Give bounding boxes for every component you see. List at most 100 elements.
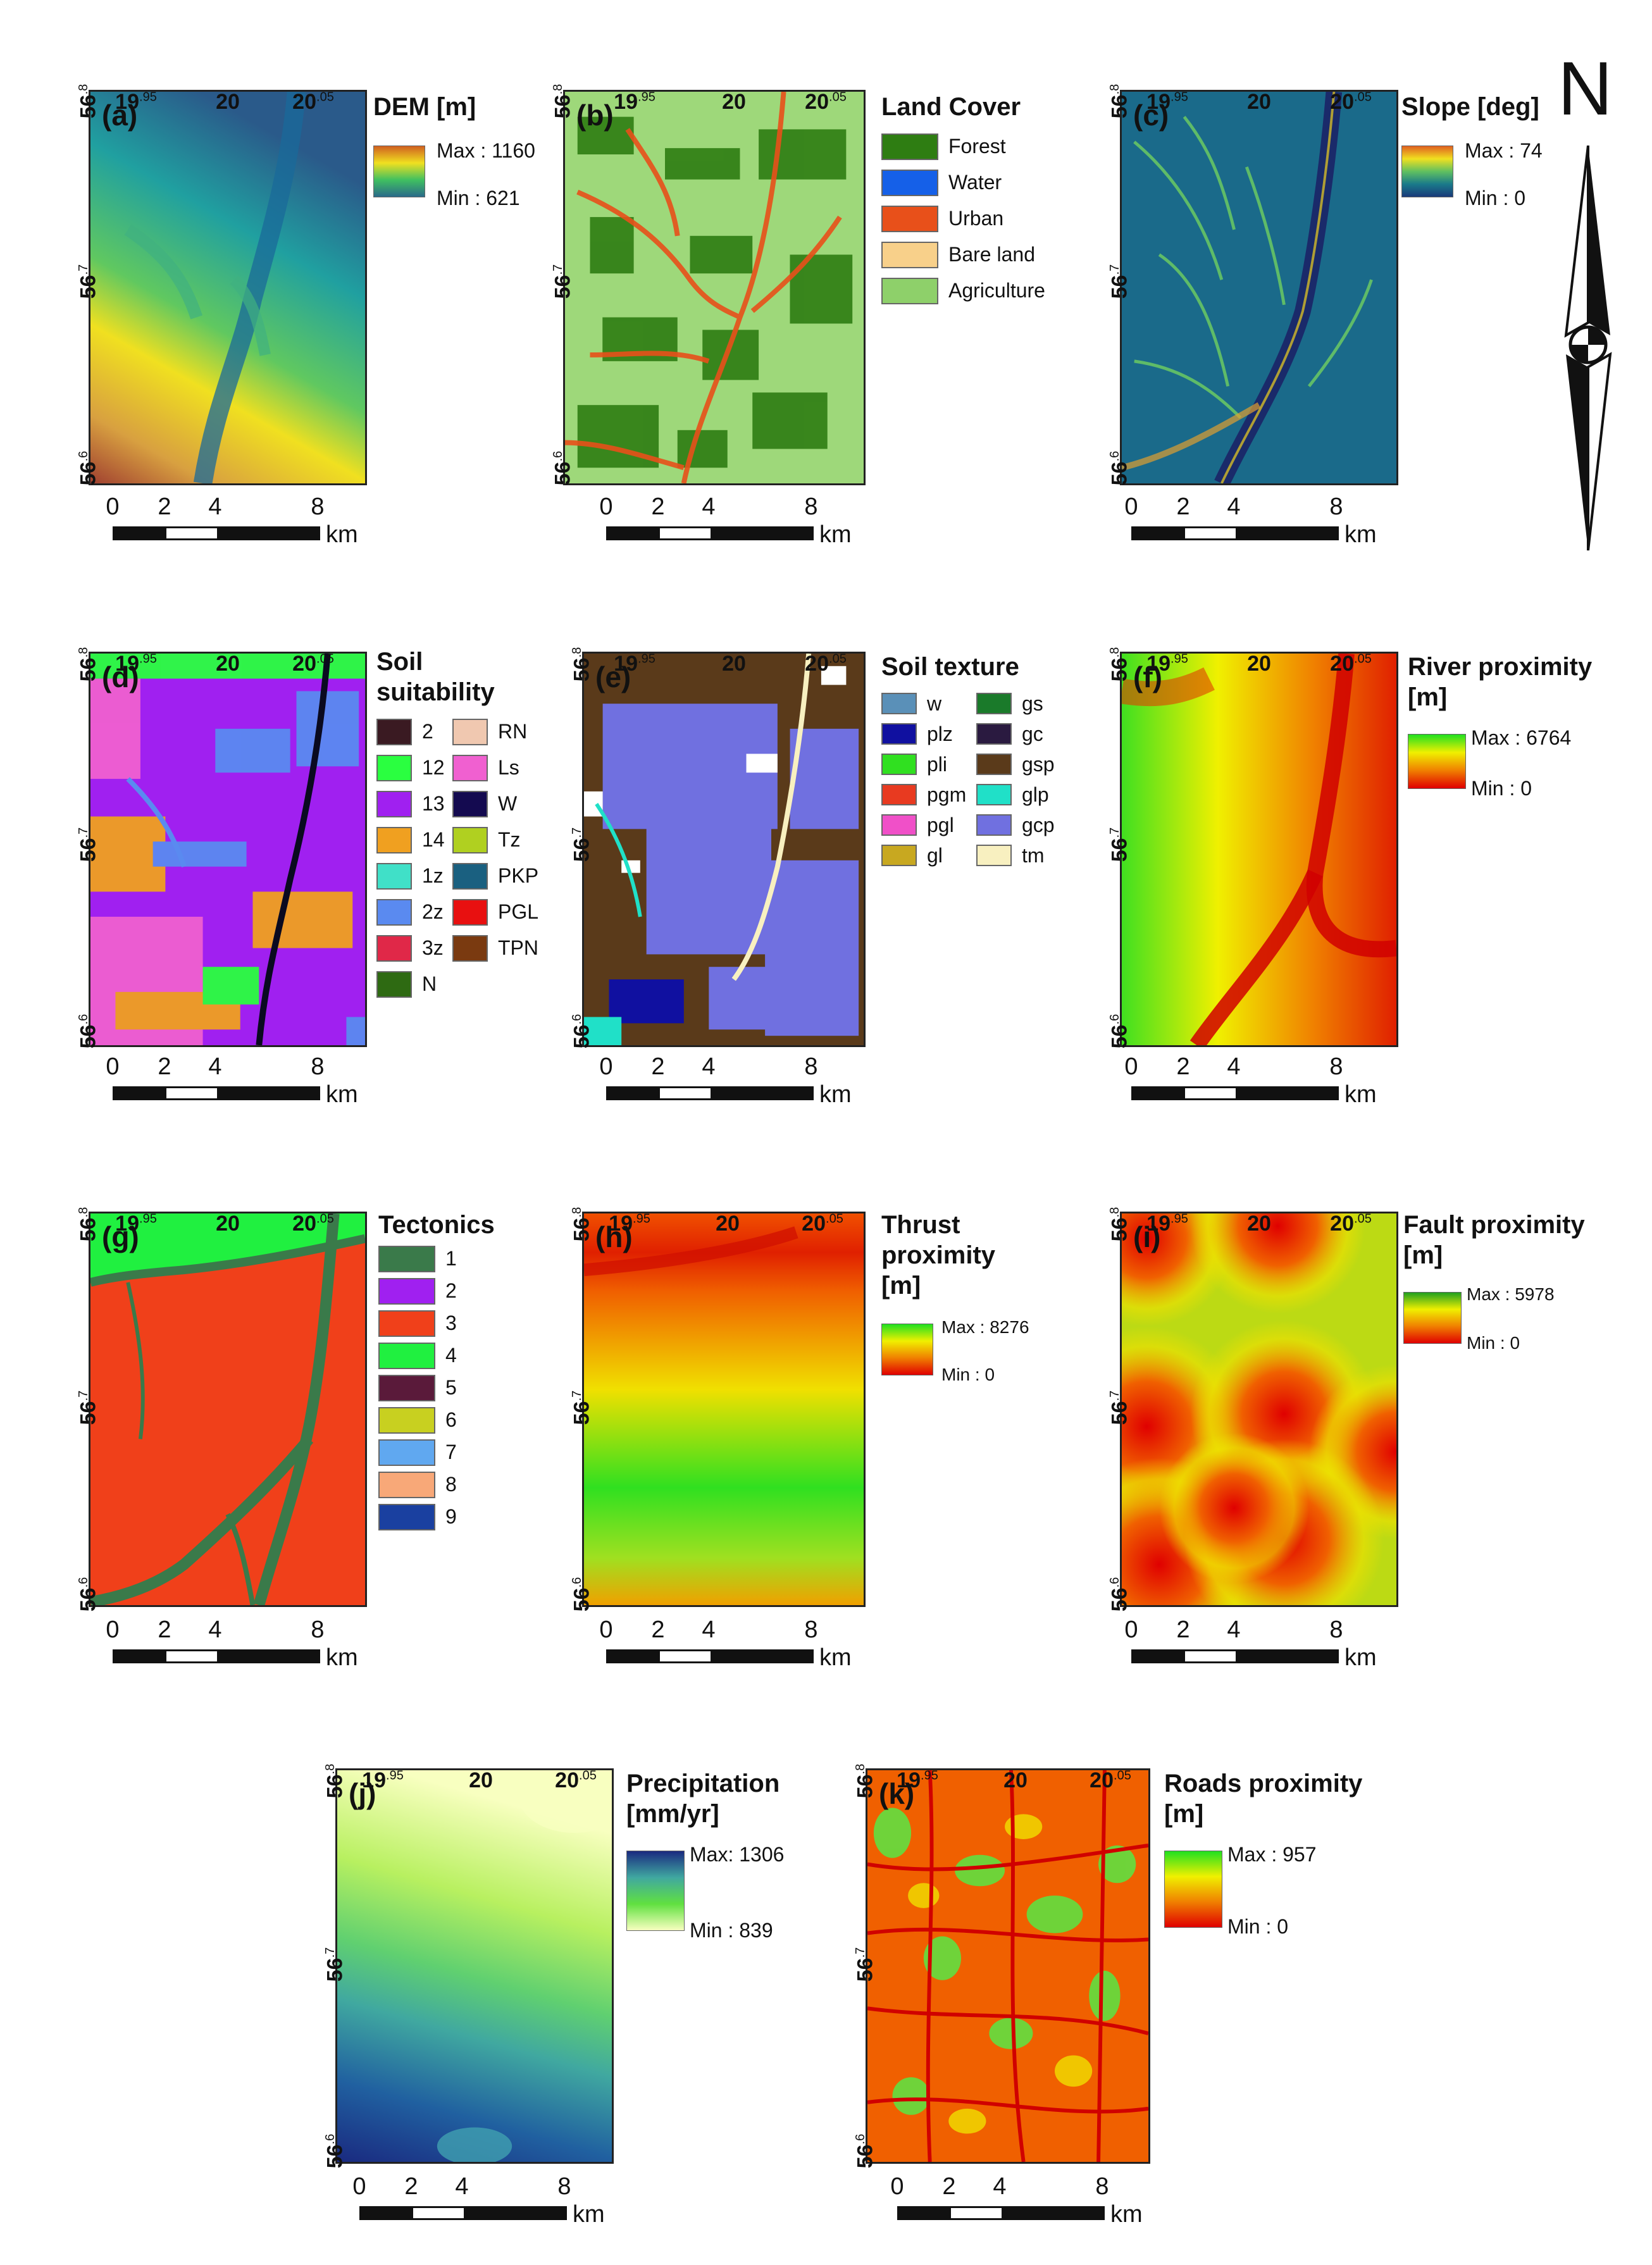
lon-tick: 19.95 [362,1768,404,1792]
legend-title: River proximity [1408,653,1593,681]
soil-texture-legend: Soil texture w plz pli pgm pgl gl gs gc … [881,652,1090,871]
lon-tick: 20 [1247,1212,1271,1236]
lat-tick: 56.7 [76,264,101,299]
panel-letter: (h) [595,1220,633,1253]
lon-tick: 20 [1247,652,1271,676]
legend-title: Precipitation [626,1770,780,1797]
legend-title: suitability [376,678,495,706]
lon-tick: 20.05 [292,652,334,676]
lon-tick: 20 [216,1212,240,1236]
lon-tick: 20 [716,1212,740,1236]
legend-title: Tectonics [378,1211,495,1239]
panel-letter: (f) [1133,661,1162,693]
panel-letter: (g) [102,1220,139,1253]
lat-tick: 56.7 [550,264,575,299]
thrust-proximity-legend: Thrust proximity [m] Max : 8276 Min : 0 [881,1210,1071,1384]
lat-tick: 56.8 [569,1207,594,1242]
legend-swatch [881,133,938,160]
legend-min: Min : 0 [1227,1915,1289,1938]
lon-tick: 20 [216,652,240,676]
legend-title: DEM [m] [373,93,476,121]
lat-tick: 56.6 [323,2133,347,2169]
legend-swatch [881,205,938,232]
panel-letter: (k) [879,1777,915,1810]
dem-legend: DEM [m] Max : 1160 Min : 621 [373,92,538,209]
legend-title: proximity [881,1241,996,1269]
lon-tick: 20 [722,652,746,676]
legend-swatch [881,169,938,196]
soil-texture-map: (e) [582,652,866,1047]
lon-tick: 20.05 [292,1212,334,1236]
legend-min: Min : 621 [437,187,520,209]
scale-bar: 0 2 4 8 km [106,493,358,548]
panel-letter: (e) [595,661,631,693]
fault-proximity-map: (i) [1120,1212,1398,1607]
legend-title: Soil texture [881,653,1019,681]
legend-title: Fault proximity [1403,1211,1585,1239]
legend-title: Land Cover [881,93,1021,121]
legend-title: Slope [deg] [1401,93,1539,121]
lon-tick: 19.95 [1146,1212,1188,1236]
lon-tick: 20.05 [805,652,847,676]
lon-tick: 20.05 [1330,1212,1372,1236]
scale-bar: 0 2 4 8 km [1124,493,1377,548]
lon-tick: 19.95 [614,90,655,114]
lon-tick: 20.05 [1090,1768,1131,1792]
legend-title: [m] [1408,683,1448,711]
lon-tick: 20.05 [802,1212,843,1236]
lon-tick: 20 [216,90,240,114]
roads-proximity-legend: Roads proximity [m] Max : 957 Min : 0 [1164,1768,1392,1938]
lon-tick: 19.95 [1146,90,1188,114]
legend-min: Min : 839 [690,1919,773,1942]
legend-label: Water [948,171,1002,194]
precipitation-legend: Precipitation [mm/yr] Max: 1306 Min : 83… [626,1768,835,1942]
lat-tick: 56.8 [323,1763,347,1799]
lat-tick: 56.8 [569,647,594,682]
scale-bar: 0 2 4 8 km [106,1053,358,1108]
legend-label: Forest [948,135,1006,158]
scale-bar: 0 2 4 8 km [890,2173,1143,2228]
lat-tick: 56.7 [323,1947,347,1982]
lat-tick: 56.6 [550,450,575,486]
lat-tick: 56.8 [1107,647,1132,682]
lat-tick: 56.8 [1107,84,1132,119]
lat-tick: 56.8 [550,84,575,119]
legend-title: Soil [376,648,423,676]
lat-tick: 56.7 [1107,827,1132,862]
lon-tick: 20 [469,1768,493,1792]
roads-proximity-map: (k) [866,1768,1150,2164]
tectonics-map: (g) [89,1212,367,1607]
legend-label: Agriculture [948,279,1045,302]
land-cover-map: (b) [563,90,866,485]
lon-tick: 20.05 [805,90,847,114]
river-proximity-map: (f) [1120,652,1398,1047]
lon-tick: 20.05 [292,90,334,114]
legend-min: Min : 0 [1467,1333,1520,1353]
north-label: N [1558,46,1613,131]
legend-title: Roads proximity [1164,1770,1363,1797]
legend-label: Bare land [948,243,1035,266]
lon-tick: 19.95 [115,1212,157,1236]
scale-bar: 0 2 4 8 km [352,2173,605,2228]
precipitation-map: (j) [335,1768,614,2164]
legend-max: Max : 5978 [1467,1284,1555,1304]
fault-proximity-legend: Fault proximity [m] Max : 5978 Min : 0 [1403,1210,1631,1353]
legend-title: [m] [1164,1800,1204,1828]
lat-tick: 56.7 [853,1947,878,1982]
lat-tick: 56.8 [76,647,101,682]
panel-letter: (d) [102,661,139,693]
scale-bar: 0 2 4 8 km [599,1617,852,1671]
lat-tick: 56.6 [76,450,101,486]
river-proximity-legend: River proximity [m] Max : 6764 Min : 0 [1408,652,1617,800]
lat-tick: 56.7 [76,1390,101,1425]
scale-bar: 0 2 4 8 km [1124,1053,1377,1108]
legend-title: [m] [1403,1241,1443,1269]
lat-tick: 56.8 [76,84,101,119]
north-arrow: N [1544,51,1632,557]
legend-title: [mm/yr] [626,1800,719,1828]
lat-tick: 56.6 [1107,1014,1132,1049]
lat-tick: 56.7 [1107,264,1132,299]
legend-min: Min : 0 [1471,777,1532,800]
legend-label: Urban [948,207,1004,230]
lat-tick: 56.6 [853,2133,878,2169]
